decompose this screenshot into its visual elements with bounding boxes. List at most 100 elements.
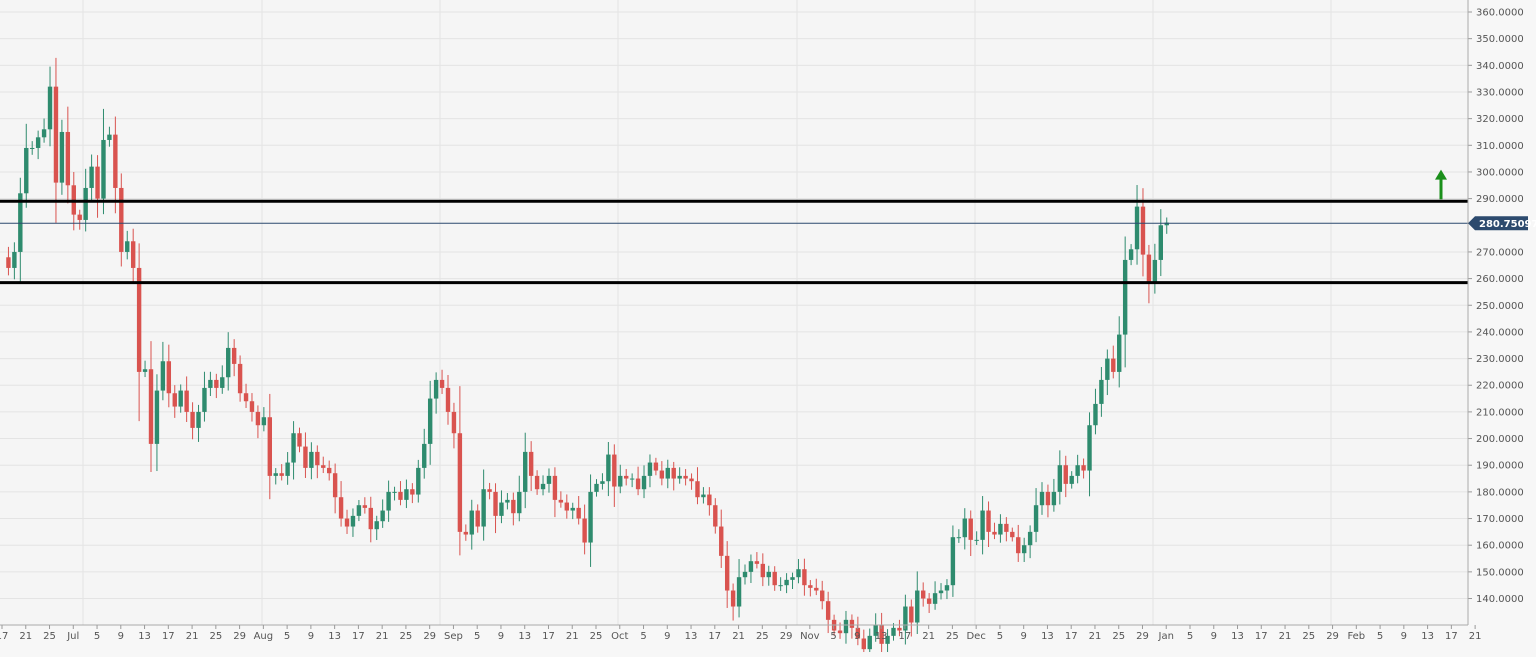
plot-area — [0, 0, 1468, 625]
candle-body — [1081, 465, 1086, 471]
candle-body — [861, 638, 866, 650]
y-tick-label: 240.0000 — [1476, 327, 1524, 338]
candle-body — [392, 491, 397, 493]
candle-body — [451, 411, 457, 434]
candle-body — [208, 379, 213, 388]
candle-body — [1128, 249, 1134, 260]
candle-body — [546, 475, 552, 484]
candle-body — [921, 590, 926, 599]
candle-body — [962, 518, 967, 538]
x-tick-label: 9 — [308, 631, 314, 642]
candle-body — [534, 475, 540, 490]
candle-body — [130, 241, 136, 268]
candle-body — [1093, 403, 1098, 426]
x-tick-label: 21 — [1469, 631, 1482, 642]
candle-body — [760, 563, 766, 578]
candle-body — [528, 451, 534, 476]
candle-body — [612, 454, 617, 487]
candle-body — [315, 451, 320, 466]
x-tick-label: Feb — [1347, 631, 1365, 642]
x-tick-label: 17 — [1255, 631, 1268, 642]
candle-body — [956, 537, 962, 539]
candle-body — [772, 571, 777, 586]
candle-body — [1117, 334, 1122, 372]
candle-body — [802, 569, 807, 586]
candle-body — [18, 193, 23, 252]
candle-body — [267, 417, 272, 476]
x-tick-label: 5 — [830, 631, 836, 642]
candle-body — [184, 390, 189, 412]
candle-body — [422, 443, 427, 468]
x-tick-label: 25 — [209, 631, 222, 642]
candle-body — [1099, 379, 1104, 404]
x-axis: 17 21 25 Jul 5 9 13 17 21 25 29 Aug 5 9 13 17 21 25 29 Sep 5… — [0, 624, 1482, 642]
candle-body — [1146, 254, 1152, 284]
candle-body — [695, 481, 700, 498]
x-tick-label: 21 — [376, 631, 389, 642]
candle-body — [1105, 358, 1110, 380]
candle-body — [564, 502, 569, 511]
candle-body — [511, 499, 516, 514]
candle-body — [362, 505, 368, 508]
candle-body — [1087, 425, 1092, 471]
candle-body — [594, 483, 599, 492]
candle-body — [172, 393, 177, 407]
x-tick-label: 5 — [1377, 631, 1383, 642]
candle-body — [475, 510, 480, 527]
arrow-head — [1435, 169, 1447, 180]
candle-body — [689, 478, 694, 482]
up-arrow-icon — [1435, 169, 1447, 200]
x-tick-label: 25 — [590, 631, 603, 642]
candle-body — [1021, 545, 1027, 554]
candle-body — [463, 531, 469, 535]
y-tick-label: 140.0000 — [1476, 594, 1524, 605]
x-tick-label: 21 — [186, 631, 199, 642]
candle-body — [885, 635, 890, 644]
candle-body — [433, 379, 439, 399]
x-tick-label: 21 — [19, 631, 32, 642]
candle-body — [1033, 505, 1039, 532]
candle-body — [748, 561, 754, 572]
y-tick-label: 150.0000 — [1476, 567, 1524, 578]
candle-body — [59, 131, 65, 183]
candle-body — [1111, 358, 1116, 372]
candle-body — [327, 467, 332, 474]
candle-body — [338, 497, 344, 519]
x-tick-label: 17 — [0, 631, 8, 642]
candle-body — [766, 571, 771, 578]
y-tick-label: 230.0000 — [1476, 354, 1524, 365]
x-tick-label: 5 — [94, 631, 100, 642]
x-tick-label: 9 — [1211, 631, 1217, 642]
candle-body — [404, 489, 409, 500]
candle-body — [1152, 259, 1158, 284]
candle-body — [754, 561, 760, 564]
candle-body — [89, 166, 94, 188]
x-tick-label: 25 — [1302, 631, 1315, 642]
candle-body — [249, 401, 255, 412]
x-tick-label: 5 — [640, 631, 646, 642]
candle-body — [944, 585, 950, 591]
candle-body — [1057, 465, 1063, 492]
candle-body — [291, 433, 296, 463]
candle-body — [202, 387, 207, 412]
candle-body — [724, 555, 730, 591]
x-tick-label: 29 — [1136, 631, 1149, 642]
candle-body — [47, 86, 53, 130]
x-tick-label: Sep — [444, 631, 463, 642]
candle-body — [469, 510, 474, 535]
x-tick-label: 25 — [946, 631, 959, 642]
candle-body — [909, 606, 914, 623]
candle-body — [255, 411, 261, 426]
candle-body — [808, 585, 813, 588]
candle-body — [867, 635, 872, 650]
candle-body — [148, 369, 154, 444]
x-tick-label: 25 — [1112, 631, 1125, 642]
candle-body — [1027, 531, 1033, 546]
candle-body — [398, 491, 403, 500]
candle-body — [671, 467, 676, 479]
x-tick-label: 13 — [518, 631, 531, 642]
price-tag-label: 280.75097 — [1479, 219, 1536, 230]
candle-body — [1045, 491, 1051, 506]
